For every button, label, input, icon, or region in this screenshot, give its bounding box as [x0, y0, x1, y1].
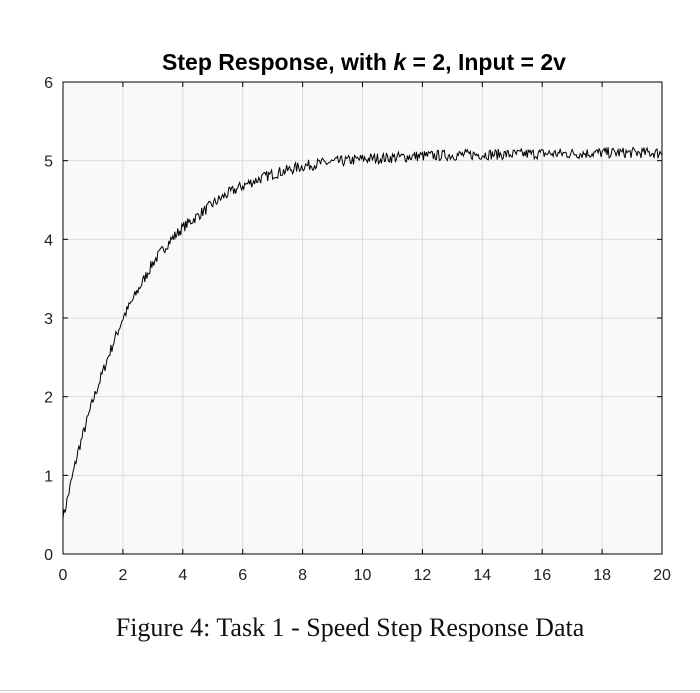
- x-tick-label: 16: [533, 567, 551, 584]
- y-tick-label: 0: [44, 547, 53, 564]
- x-tick-label: 0: [59, 567, 68, 584]
- y-tick-label: 3: [44, 311, 53, 328]
- chart-title: Step Response, with k = 2, Input = 2v: [162, 49, 566, 75]
- x-tick-label: 12: [414, 567, 432, 584]
- y-tick-label: 1: [44, 468, 53, 485]
- x-tick-label: 6: [238, 567, 247, 584]
- series-line: [62, 146, 663, 519]
- x-tick-label: 18: [593, 567, 611, 584]
- divider: [0, 690, 700, 691]
- plot-frame: [62, 81, 663, 555]
- x-tick-label: 14: [473, 567, 491, 584]
- y-tick-label: 5: [44, 154, 53, 171]
- figure-caption: Figure 4: Task 1 - Speed Step Response D…: [115, 613, 585, 642]
- x-tick-label: 10: [354, 567, 372, 584]
- x-tick-label: 20: [653, 567, 671, 584]
- x-tick-label: 4: [178, 567, 187, 584]
- x-tick-label: 2: [118, 567, 127, 584]
- y-tick-label: 4: [44, 232, 53, 249]
- y-tick-label: 6: [44, 75, 53, 92]
- y-tick-label: 2: [44, 390, 53, 407]
- x-tick-label: 8: [298, 567, 307, 584]
